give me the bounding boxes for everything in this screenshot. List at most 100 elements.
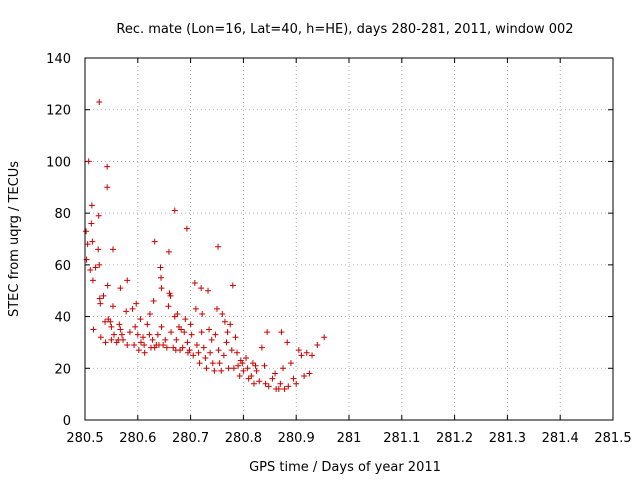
- y-tick-label: 140: [46, 52, 71, 67]
- data-point: [118, 331, 125, 338]
- data-point: [88, 220, 95, 227]
- data-point: [205, 287, 212, 294]
- data-point: [137, 339, 144, 346]
- data-point: [165, 248, 172, 255]
- plot-frame: [84, 57, 614, 421]
- data-point: [146, 331, 153, 338]
- data-point: [109, 246, 116, 253]
- x-tick-label: 281: [337, 431, 362, 446]
- data-point: [306, 370, 313, 377]
- data-point: [187, 321, 194, 328]
- data-point: [303, 349, 310, 356]
- y-tick-label: 80: [54, 207, 71, 222]
- y-axis-label: STEC from uqrg / TECUs: [7, 161, 22, 317]
- data-point: [177, 347, 184, 354]
- data-point: [162, 336, 169, 343]
- data-point: [154, 331, 161, 338]
- data-point: [249, 360, 256, 367]
- data-point: [309, 352, 316, 359]
- data-point: [184, 339, 191, 346]
- y-tick-label: 0: [63, 414, 71, 429]
- data-point: [200, 344, 207, 351]
- data-point: [131, 342, 138, 349]
- data-point: [117, 285, 124, 292]
- data-point: [186, 347, 193, 354]
- data-point: [214, 305, 220, 312]
- data-point: [235, 362, 242, 369]
- data-point: [109, 303, 116, 310]
- data-point: [179, 344, 186, 351]
- data-point: [83, 256, 90, 263]
- data-point: [158, 274, 165, 281]
- x-tick-label: 281.2: [436, 431, 473, 446]
- data-point: [229, 282, 236, 289]
- data-point: [314, 342, 321, 349]
- data-point: [239, 360, 246, 367]
- data-point: [281, 385, 288, 392]
- data-point: [158, 285, 165, 292]
- data-point: [170, 344, 177, 351]
- data-point: [126, 329, 133, 336]
- data-point: [171, 207, 178, 214]
- point-layer: [83, 98, 328, 392]
- data-point: [149, 336, 156, 343]
- data-point: [89, 238, 96, 245]
- data-point: [111, 331, 118, 338]
- data-point: [123, 308, 130, 315]
- data-point: [134, 331, 141, 338]
- data-point: [84, 241, 91, 248]
- data-point: [97, 334, 104, 341]
- data-point: [321, 334, 328, 341]
- x-tick-label: 280.5: [66, 431, 103, 446]
- data-point: [171, 313, 178, 320]
- y-tick-label: 40: [54, 311, 71, 326]
- x-tick-label: 281.3: [489, 431, 526, 446]
- data-point: [117, 326, 124, 333]
- data-point: [158, 323, 165, 330]
- data-point: [227, 321, 234, 328]
- data-point: [209, 360, 216, 367]
- data-point: [298, 352, 305, 359]
- data-point: [211, 367, 218, 374]
- data-point: [290, 375, 297, 382]
- data-point: [216, 360, 223, 367]
- data-point: [120, 336, 127, 343]
- data-point: [250, 380, 257, 387]
- data-point: [146, 310, 153, 317]
- data-point: [224, 329, 231, 336]
- data-point: [182, 316, 189, 323]
- data-point: [284, 339, 291, 346]
- data-point: [280, 365, 286, 372]
- data-point: [92, 264, 99, 271]
- data-point: [218, 367, 225, 374]
- data-point: [192, 305, 199, 312]
- x-tick-label: 280.6: [119, 431, 156, 446]
- data-point: [108, 323, 115, 330]
- data-point: [133, 300, 140, 307]
- data-point: [102, 339, 109, 346]
- data-point: [144, 321, 151, 328]
- data-point: [124, 277, 131, 284]
- data-point: [165, 303, 172, 310]
- data-point: [108, 336, 115, 343]
- data-point: [220, 352, 227, 359]
- data-point: [248, 373, 255, 380]
- data-point: [132, 323, 139, 330]
- data-point: [90, 326, 97, 333]
- data-point: [221, 318, 228, 325]
- data-point: [244, 365, 251, 372]
- data-point: [124, 342, 131, 349]
- data-point: [157, 264, 164, 271]
- data-point: [135, 347, 142, 354]
- x-tick-label: 281.4: [542, 431, 579, 446]
- data-point: [272, 370, 279, 377]
- data-point: [166, 290, 173, 297]
- x-tick-label: 281.1: [383, 431, 420, 446]
- data-point: [215, 243, 222, 250]
- data-point: [198, 329, 205, 336]
- data-point: [107, 318, 114, 325]
- data-point: [285, 383, 292, 390]
- y-tick-label: 60: [54, 259, 71, 274]
- data-point: [174, 310, 181, 317]
